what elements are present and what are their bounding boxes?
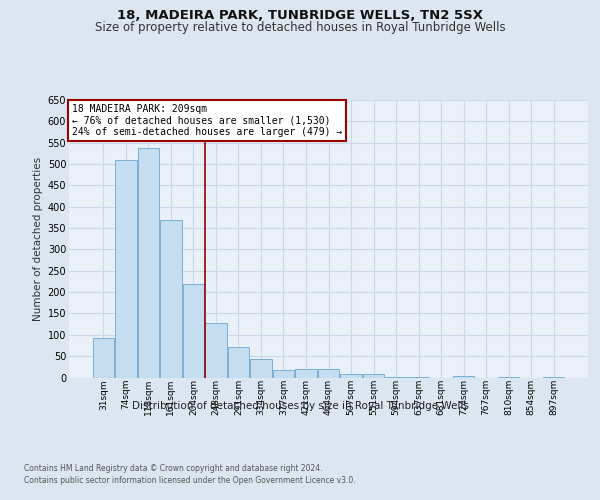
Text: 18 MADEIRA PARK: 209sqm
← 76% of detached houses are smaller (1,530)
24% of semi: 18 MADEIRA PARK: 209sqm ← 76% of detache… — [71, 104, 342, 138]
Bar — [408, 376, 429, 378]
Text: Size of property relative to detached houses in Royal Tunbridge Wells: Size of property relative to detached ho… — [95, 22, 505, 35]
Bar — [182, 284, 204, 378]
Bar — [160, 220, 182, 378]
Bar — [273, 370, 294, 378]
Bar — [498, 376, 520, 378]
Text: Contains public sector information licensed under the Open Government Licence v3: Contains public sector information licen… — [24, 476, 356, 485]
Bar — [295, 370, 317, 378]
Bar — [137, 148, 159, 378]
Y-axis label: Number of detached properties: Number of detached properties — [34, 156, 43, 321]
Bar — [115, 160, 137, 378]
Bar — [453, 376, 475, 378]
Bar — [228, 347, 249, 378]
Bar — [363, 374, 384, 378]
Text: Distribution of detached houses by size in Royal Tunbridge Wells: Distribution of detached houses by size … — [131, 401, 469, 411]
Bar — [250, 359, 272, 378]
Bar — [318, 370, 339, 378]
Bar — [543, 376, 565, 378]
Text: 18, MADEIRA PARK, TUNBRIDGE WELLS, TN2 5SX: 18, MADEIRA PARK, TUNBRIDGE WELLS, TN2 5… — [117, 9, 483, 22]
Bar — [340, 374, 362, 378]
Bar — [385, 376, 407, 378]
Text: Contains HM Land Registry data © Crown copyright and database right 2024.: Contains HM Land Registry data © Crown c… — [24, 464, 323, 473]
Bar — [92, 338, 114, 378]
Bar — [205, 323, 227, 378]
